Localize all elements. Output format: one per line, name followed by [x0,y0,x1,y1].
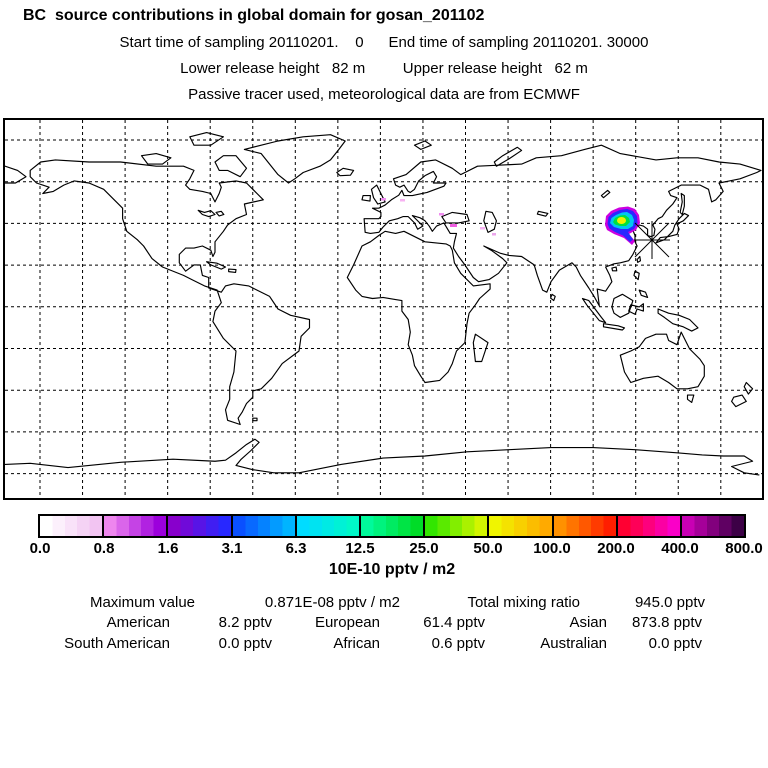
colorbar-segment [360,516,426,536]
stat-value: 8.2 pptv [218,614,272,631]
colorbar-segment [40,516,105,536]
colorbar-segment [168,516,233,536]
stat-value: 873.8 pptv [631,614,702,631]
sampling-time-line: Start time of sampling 20110201. 0 End t… [119,34,649,51]
colorbar-tick: 0.8 [93,540,115,557]
stat-value: 61.4 pptv [423,614,485,631]
stats-row-max: Maximum value 0.871E-08 pptv / m2 Total … [0,594,768,611]
colorbar-tick: 50.0 [473,540,503,557]
stats-row-continents-1: American 8.2 pptv European 61.4 pptv Asi… [0,614,768,631]
receptor-star-marker [634,221,670,259]
coastlines [5,132,762,476]
colorbar [38,514,746,538]
stat-value: 945.0 pptv [634,594,705,611]
colorbar-segment [617,516,682,536]
colorbar-segment [553,516,618,536]
coast-americas [29,159,311,426]
coast-australia [619,331,705,390]
stat-label: Asian [569,614,607,631]
stat-value: 0.871E-08 pptv / m2 [264,594,400,611]
graticule [5,120,762,498]
colorbar-tick: 100.0 [533,540,571,557]
colorbar-segment [296,516,361,536]
world-map-panel [3,118,764,500]
stat-value: 0.6 pptv [431,635,485,652]
stat-label: Australian [540,635,607,652]
trace-specks-europe [381,198,496,236]
colorbar-unit-label: 10E-10 pptv / m2 [328,561,456,578]
lakes [197,189,611,233]
colorbar-tick: 3.1 [221,540,243,557]
colorbar-tick: 25.0 [409,540,439,557]
colorbar-segment [104,516,169,536]
colorbar-segment [489,516,554,536]
statistics-block: Maximum value 0.871E-08 pptv / m2 Total … [0,594,768,656]
colorbar-tick: 200.0 [597,540,635,557]
colorbar-segment [425,516,490,536]
stat-value: 0.0 pptv [648,635,702,652]
coast-islands [5,132,754,422]
release-height-line: Lower release height 82 m Upper release … [180,60,588,77]
coast-antarctica [5,438,760,476]
stat-label: Total mixing ratio [467,594,580,611]
colorbar-segment [232,516,297,536]
stat-label: European [314,614,380,631]
stat-label: American [106,614,170,631]
world-map [5,120,762,498]
stat-label: Maximum value [89,594,195,611]
stats-row-continents-2: South American 0.0 pptv African 0.6 pptv… [0,635,768,652]
colorbar-tick: 0.0 [29,540,51,557]
stat-value: 0.0 pptv [218,635,272,652]
colorbar-tick: 6.3 [285,540,307,557]
colorbar-segment [681,516,745,536]
stat-label: South American [64,635,170,652]
stat-label: African [333,635,380,652]
colorbar-tick: 12.5 [345,540,375,557]
coast-africa [346,230,491,384]
colorbar-ticks: 0.0 0.8 1.6 3.1 6.3 12.5 25.0 50.0 100.0 200.0 400… [30,540,763,558]
concentration-plume [381,198,640,245]
tracer-info-line: Passive tracer used, meteorological data… [188,86,580,103]
plot-title: BC source contributions in global domain… [23,7,485,24]
coast-greenland [243,134,346,184]
coast-eurasia [363,144,762,307]
colorbar-tick: 400.0 [661,540,699,557]
plume-level-yellow [617,217,626,224]
colorbar-tick: 1.6 [157,540,179,557]
colorbar-tick: 800.0 [725,540,763,557]
